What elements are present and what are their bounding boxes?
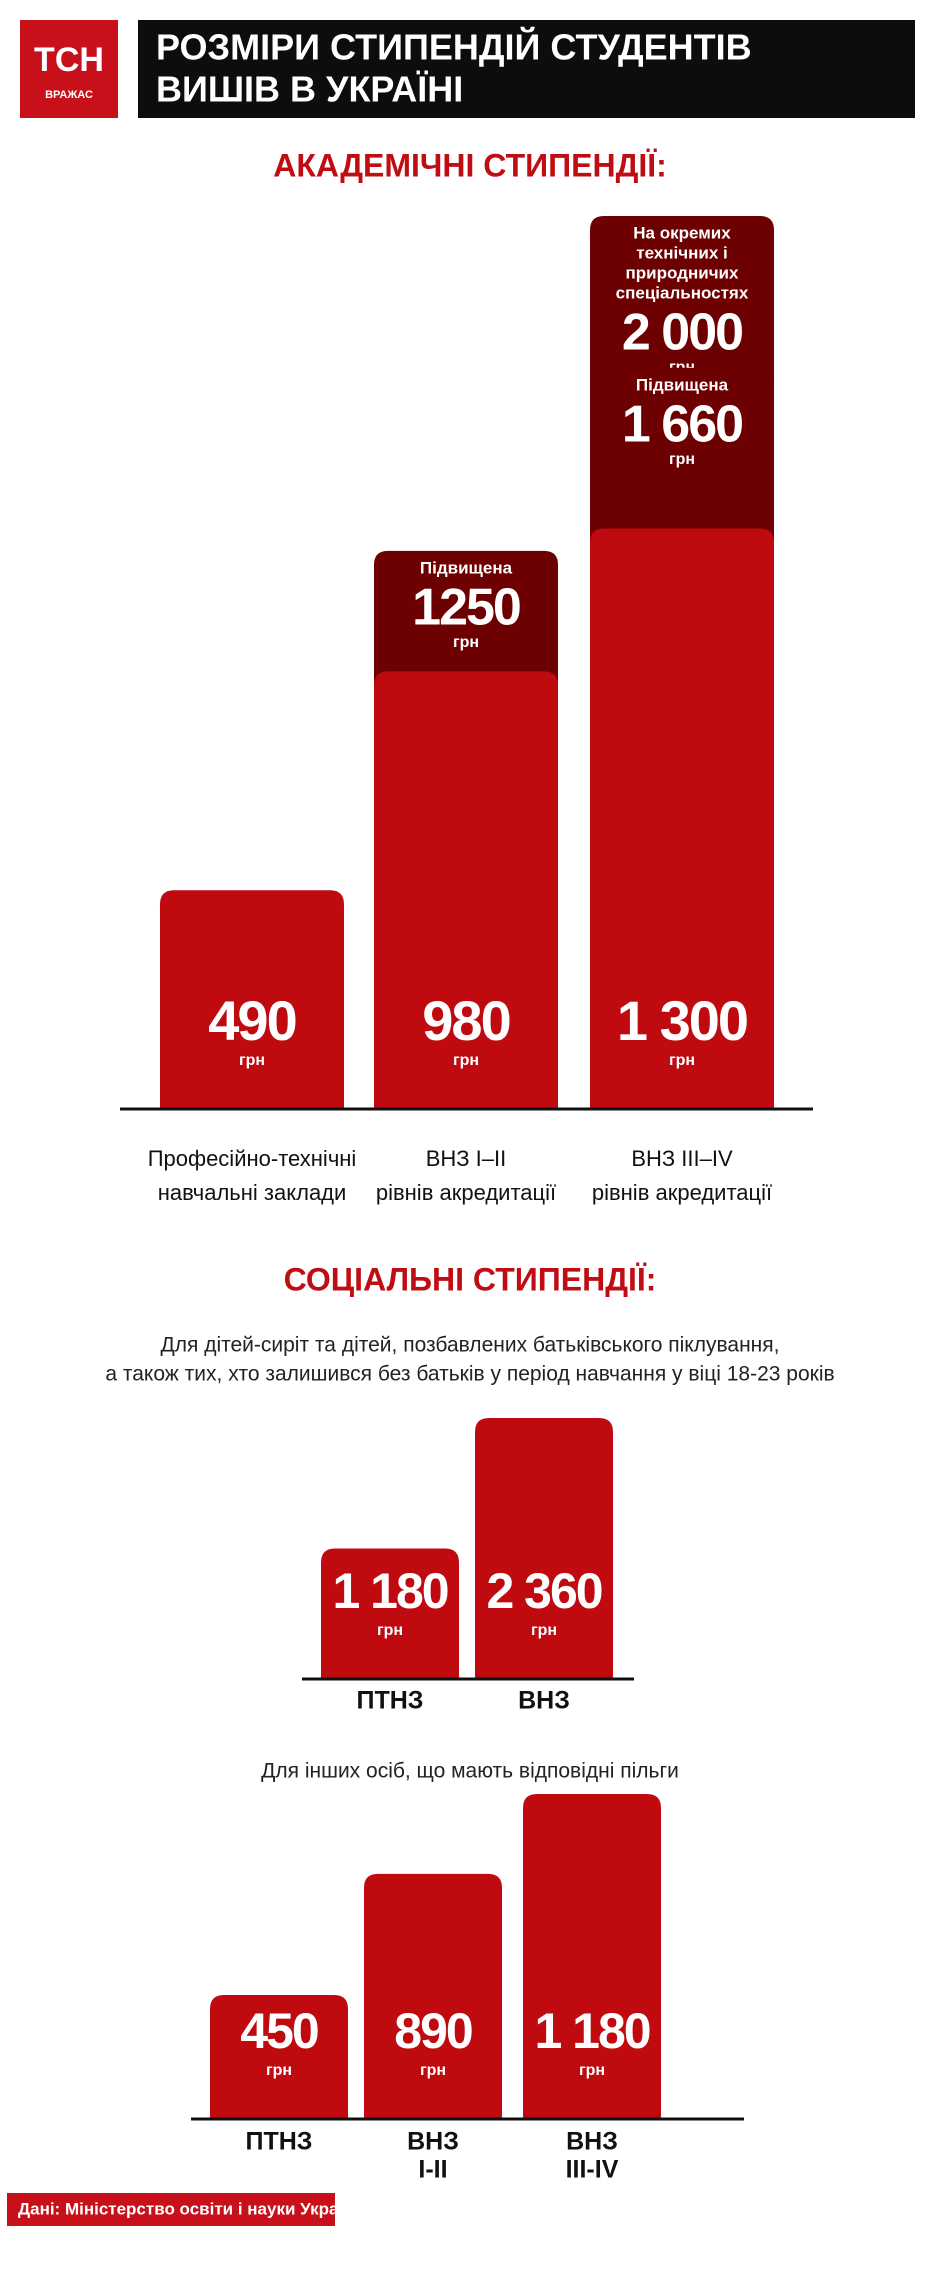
bar	[210, 1995, 348, 2119]
category-label: Професійно-технічні	[148, 1146, 357, 1171]
logo-box	[20, 20, 118, 118]
unit-label: грн	[266, 2062, 292, 2079]
category-label: рівнів акредитації	[376, 1180, 556, 1205]
bar	[364, 1873, 502, 2119]
value-label: 980	[422, 989, 509, 1052]
value-label: 2 360	[486, 1563, 601, 1619]
title: РОЗМІРИ СТИПЕНДІЙ СТУДЕНТІВ	[156, 26, 752, 68]
value-label: 490	[208, 989, 295, 1052]
unit-label: грн	[669, 1052, 695, 1069]
footer: Дані: Міністерство освіти і науки Україн…	[18, 2199, 364, 2218]
value-label: 890	[394, 2003, 472, 2059]
category-label: ВНЗ І–ІІ	[426, 1146, 507, 1171]
bar	[321, 1548, 459, 1679]
category-label: ВНЗ	[566, 2128, 618, 2156]
category-label: ВНЗ	[518, 1687, 570, 1715]
category-label: рівнів акредитації	[592, 1180, 772, 1205]
bar	[374, 671, 558, 1109]
unit-label: грн	[239, 1052, 265, 1069]
unit-label: грн	[669, 451, 695, 468]
series-name: технічних і	[636, 243, 728, 262]
series-name: спеціальностях	[616, 283, 749, 302]
unit-label: грн	[420, 2062, 446, 2079]
bar	[523, 1794, 661, 2119]
value-label: 1250	[412, 579, 520, 637]
value-label: 2 000	[622, 304, 742, 362]
category-label: ВНЗ ІІІ–IV	[631, 1146, 733, 1171]
unit-label: грн	[453, 1052, 479, 1069]
title: ВИШІВ В УКРАЇНІ	[156, 69, 463, 110]
unit-label: грн	[531, 1622, 557, 1639]
unit-label: грн	[377, 1622, 403, 1639]
unit-label: грн	[579, 2062, 605, 2079]
series-name: Підвищена	[636, 375, 729, 394]
value-label: 1 180	[534, 2003, 649, 2059]
logo-sub: ВРАЖАС	[45, 89, 93, 101]
subtitle: Для дітей-сиріт та дітей, позбавлених ба…	[161, 1334, 780, 1357]
unit-label: грн	[453, 634, 479, 651]
value-label: 1 660	[622, 396, 742, 454]
logo: ТСН	[34, 41, 104, 79]
category-label: ВНЗ	[407, 2128, 459, 2156]
subtitle: Для інших осіб, що мають відповідні піль…	[261, 1760, 679, 1783]
category-label: ПТНЗ	[357, 1687, 424, 1715]
series-name: На окремих	[633, 223, 731, 242]
bar	[590, 528, 774, 1109]
value-label: 1 300	[617, 989, 747, 1052]
footer-box	[7, 2193, 335, 2226]
section-title: СОЦІАЛЬНІ СТИПЕНДІЇ:	[284, 1261, 657, 1297]
category-label: ПТНЗ	[246, 2128, 313, 2156]
section-title: АКАДЕМІЧНІ СТИПЕНДІЇ:	[273, 147, 666, 183]
category-label: І-ІІ	[418, 2156, 447, 2184]
title-box	[138, 20, 915, 118]
series-name: природничих	[626, 263, 739, 282]
value-label: 1 180	[332, 1563, 447, 1619]
subtitle: а також тих, хто залишився без батьків у…	[105, 1363, 834, 1386]
series-name: Підвищена	[420, 558, 513, 577]
category-label: ІІІ-IV	[566, 2156, 619, 2184]
category-label: навчальні заклади	[158, 1180, 347, 1205]
value-label: 450	[240, 2003, 318, 2059]
bar	[475, 1418, 613, 1679]
bar	[160, 890, 344, 1109]
